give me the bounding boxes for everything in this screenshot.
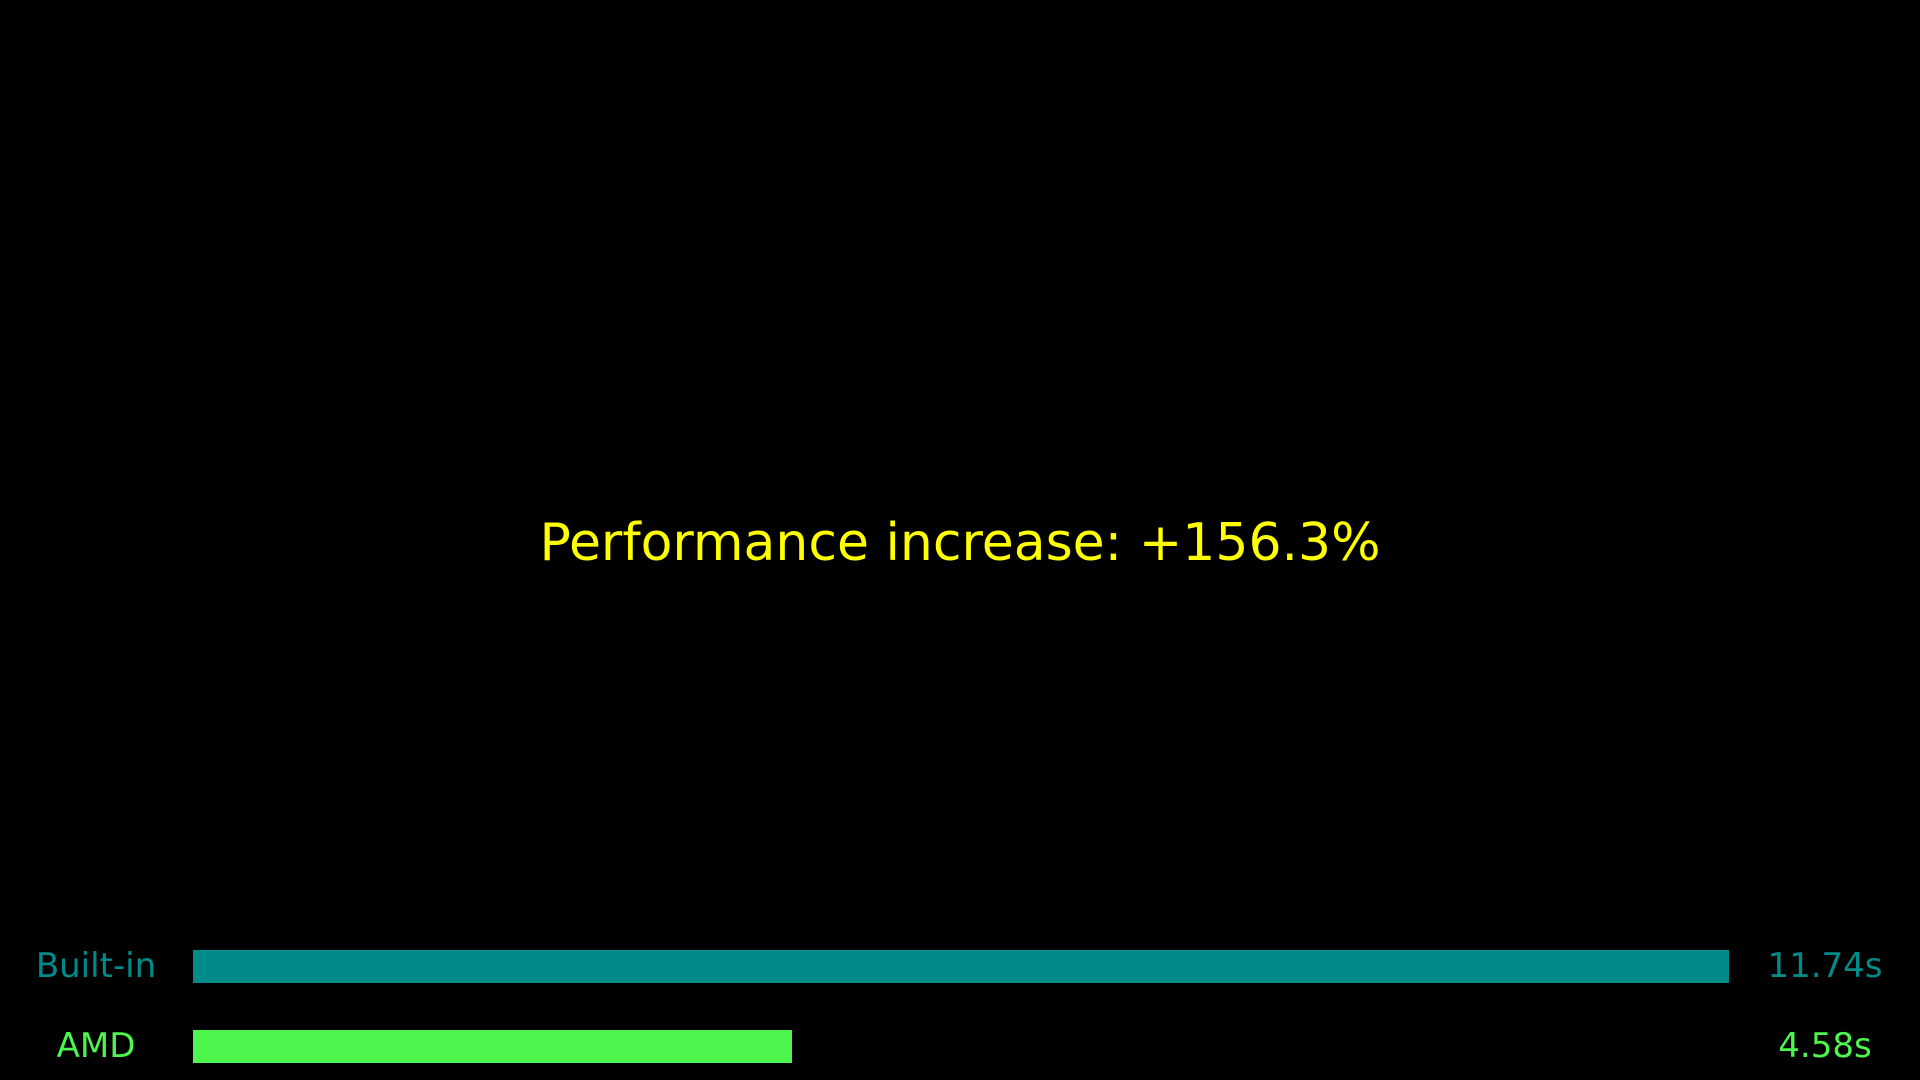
value-label-builtin: 11.74s xyxy=(1767,946,1883,986)
builtin-bar xyxy=(193,950,1729,983)
performance-increase-annotation: Performance increase: +156.3% xyxy=(539,513,1381,573)
amd-bar xyxy=(193,1030,792,1063)
value-label-amd: 4.58s xyxy=(1778,1026,1872,1066)
category-label-builtin: Built-in xyxy=(35,946,157,986)
bar-row-builtin: Built-in 11.74s xyxy=(0,946,1920,986)
bar-row-amd: AMD 4.58s xyxy=(0,1026,1920,1066)
category-label-amd: AMD xyxy=(56,1026,136,1066)
